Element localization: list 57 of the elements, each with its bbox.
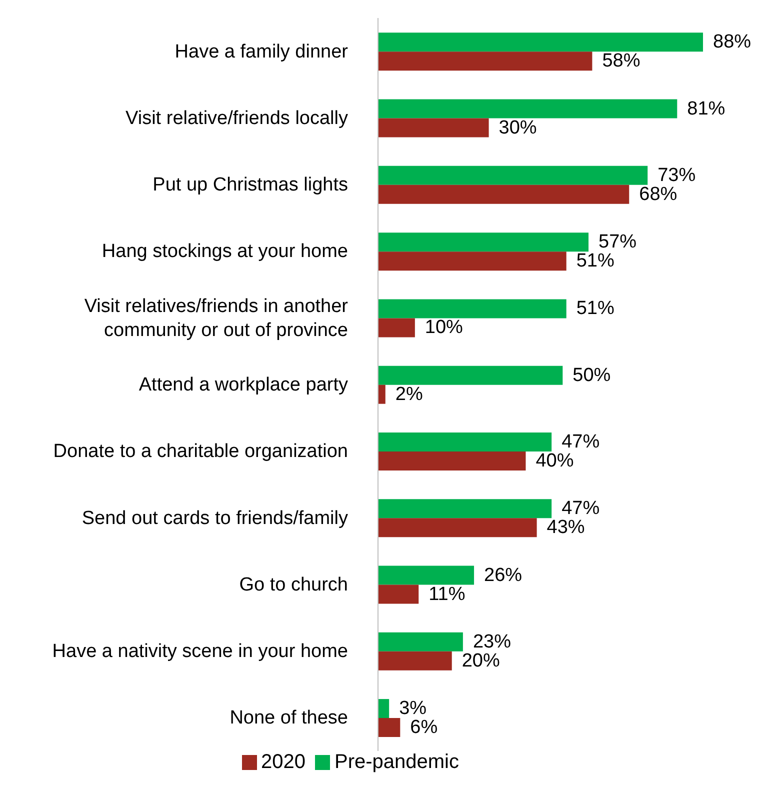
data-label: 57% [598, 232, 637, 253]
data-label: 73% [658, 164, 696, 186]
bar [378, 584, 419, 604]
data-label: 10% [424, 317, 464, 338]
y-tick-label: Attend a workplace party [138, 374, 348, 395]
bar [378, 718, 400, 738]
bar [378, 699, 390, 718]
data-label: 47% [562, 498, 600, 520]
bar [378, 118, 489, 138]
y-tick-label: Hang stockings at your home [102, 240, 348, 262]
bar [378, 366, 563, 385]
bar [378, 432, 552, 452]
bar [378, 499, 552, 518]
bar [378, 32, 703, 52]
bar [378, 252, 566, 271]
y-tick-label: Have a nativity scene in your home [52, 640, 348, 662]
y-tick-label: Have a family dinner [174, 40, 349, 62]
data-label: 47% [562, 431, 600, 452]
y-tick-label: Put up Christmas lights [152, 174, 348, 196]
data-label: 26% [484, 564, 522, 586]
y-tick-label: None of these [230, 707, 348, 728]
data-label: 58% [602, 50, 640, 72]
bar [378, 232, 589, 252]
data-label: 51% [576, 250, 614, 272]
bar [378, 566, 474, 585]
bar [378, 384, 386, 404]
bar [378, 166, 648, 185]
data-label: 81% [687, 98, 726, 120]
data-label: 68% [639, 184, 678, 205]
y-tick-label: Send out cards to friends/family [82, 507, 348, 528]
y-tick-label: Visit relatives/friends in another community or out of province [84, 295, 349, 340]
bar [378, 518, 537, 538]
data-label: 6% [410, 717, 438, 738]
bar [378, 184, 630, 204]
data-label: 3% [399, 698, 427, 720]
y-tick-label: Visit relative/friends locally [126, 107, 348, 128]
data-label: 23% [472, 631, 512, 652]
bar [378, 99, 678, 118]
data-label: 30% [498, 117, 537, 138]
y-tick-label: Donate to a charitable organization [53, 440, 348, 462]
bar [378, 52, 592, 71]
bar [378, 318, 415, 338]
bar [378, 451, 526, 470]
bar [378, 299, 566, 318]
data-label: 43% [546, 517, 585, 538]
data-label: 11% [428, 584, 466, 605]
bar [378, 651, 452, 670]
y-tick-label: Go to church [239, 574, 348, 595]
data-label: 40% [536, 450, 574, 472]
data-label: 51% [576, 298, 614, 320]
data-label: 88% [713, 32, 752, 53]
bar [378, 632, 463, 652]
data-label: 20% [462, 650, 500, 672]
data-label: 50% [572, 364, 611, 386]
legend-label: Pre-pandemic [334, 751, 459, 773]
data-label: 2% [395, 384, 423, 405]
legend-label: 2020 [260, 751, 306, 773]
